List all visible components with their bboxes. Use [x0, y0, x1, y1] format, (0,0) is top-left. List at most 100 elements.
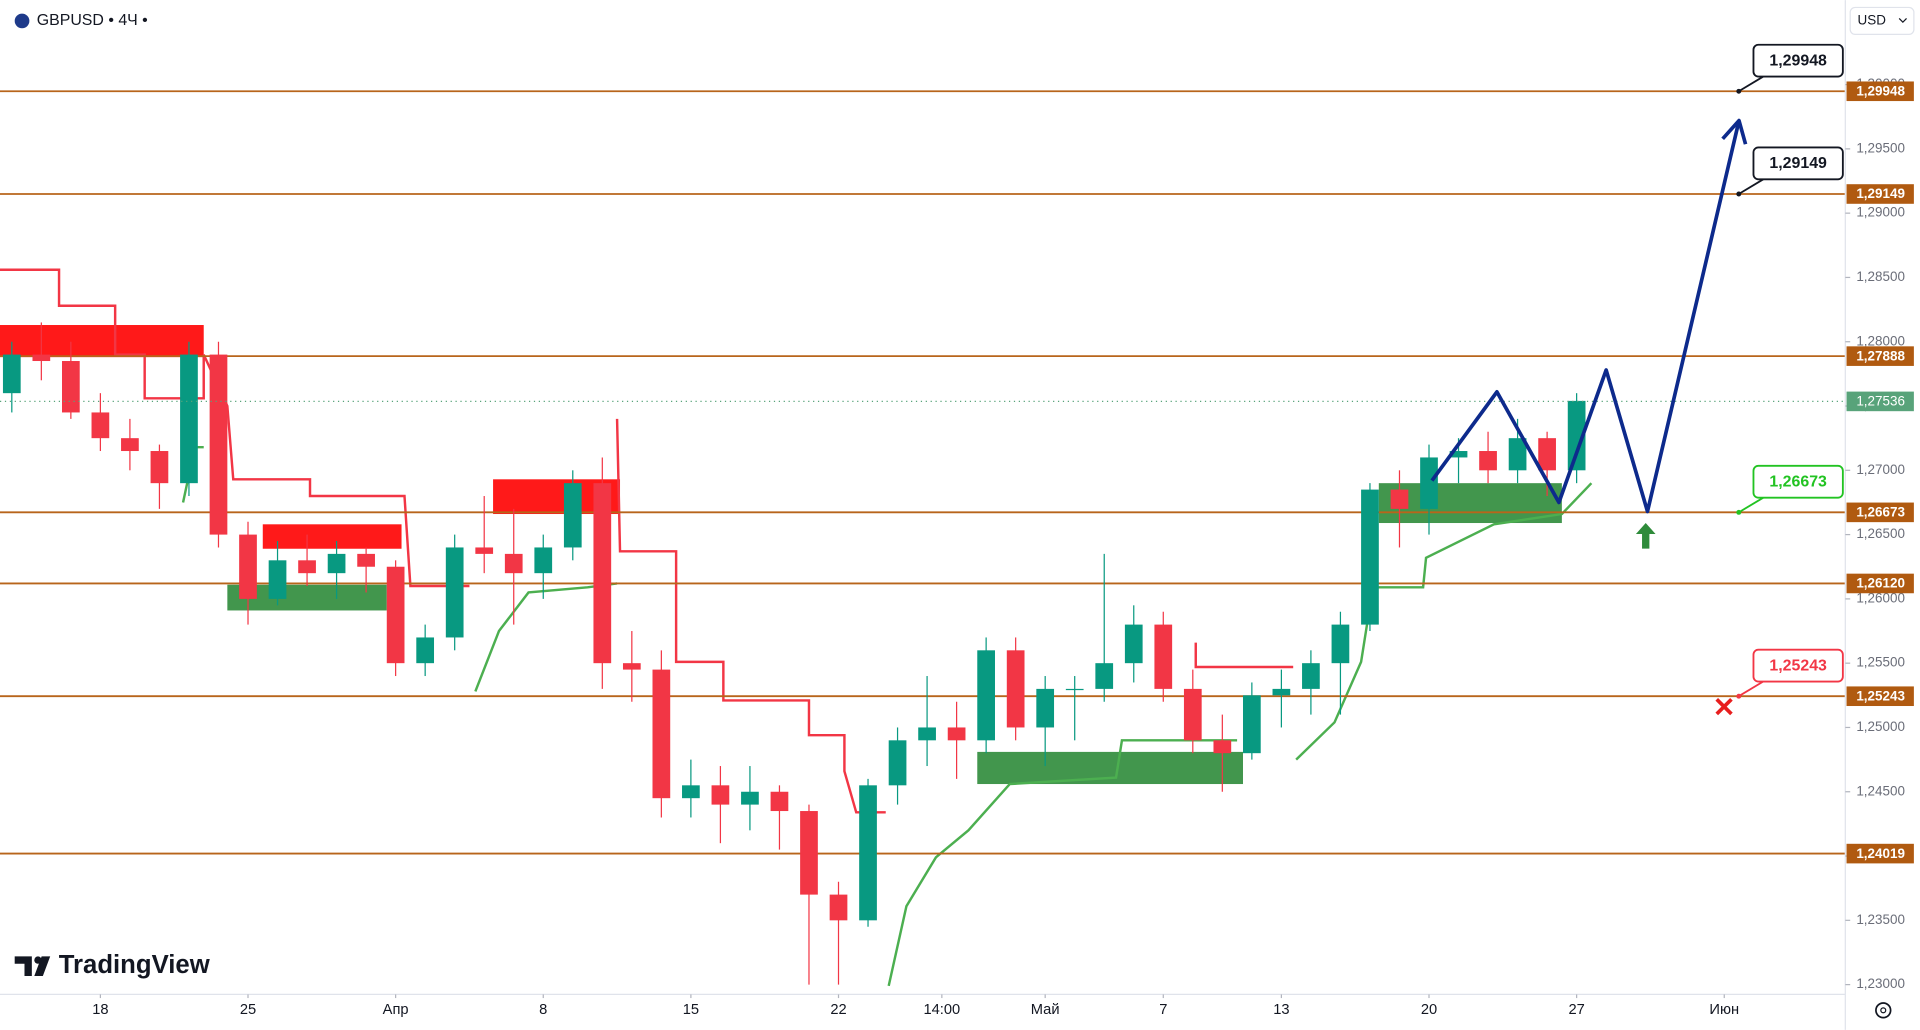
candle-body	[1331, 624, 1350, 664]
x-tick-label: Июн	[1709, 1002, 1739, 1018]
candle-body	[1538, 438, 1556, 471]
candle-body	[327, 553, 346, 574]
x-tick-label: Май	[1031, 1002, 1060, 1018]
candle-body	[977, 650, 995, 741]
y-tick-label: 1,23000	[1856, 976, 1905, 991]
candle-body	[504, 553, 523, 574]
zone	[977, 751, 1243, 785]
candle-body	[1449, 451, 1468, 458]
candle-body	[1213, 740, 1232, 754]
x-tick-label: Апр	[383, 1002, 409, 1018]
y-tick-label: 1,28500	[1856, 269, 1905, 284]
settings-gear-center[interactable]	[1880, 1007, 1887, 1014]
candle-body	[829, 894, 848, 921]
callout-box	[1752, 146, 1844, 181]
level-axis-label: 1,26120	[1856, 576, 1905, 591]
candle-body	[1302, 663, 1320, 689]
callout-box	[1752, 648, 1844, 683]
settings-icon[interactable]	[1875, 1002, 1892, 1019]
x-tick-label: 15	[683, 1002, 699, 1018]
level-axis-box	[1846, 843, 1914, 864]
trailing-line	[1295, 482, 1593, 761]
logo-dot	[34, 956, 42, 964]
plot-area	[0, 90, 1846, 987]
candle-body	[1242, 695, 1261, 754]
y-tick-label: 1,29500	[1856, 140, 1905, 155]
level-axis-label: 1,29948	[1856, 83, 1905, 98]
candle-body	[918, 727, 936, 741]
stop-cross-icon	[1715, 697, 1733, 716]
x-tick-label: 27	[1568, 1002, 1584, 1018]
level-axis-label: 1,27888	[1856, 348, 1905, 363]
level-axis-label: 1,26673	[1856, 505, 1905, 520]
trailing-line	[615, 418, 886, 814]
candle-body	[475, 547, 494, 554]
candle-body	[534, 547, 553, 574]
callout-pointer	[1738, 496, 1764, 514]
currency-label[interactable]: USD	[1858, 12, 1887, 27]
currency-button[interactable]	[1849, 6, 1915, 35]
level-axis-label: 1,24019	[1856, 846, 1905, 861]
callout-label: 1,29948	[1769, 52, 1827, 69]
candle-body	[386, 566, 405, 664]
y-tick-label: 1,28000	[1856, 333, 1905, 348]
candle-body	[888, 740, 907, 786]
candle-body	[622, 663, 641, 670]
y-tick-label: 1,29000	[1856, 205, 1905, 220]
candle-body	[1183, 688, 1202, 741]
level-axis-box	[1846, 81, 1914, 102]
candle-body	[1154, 624, 1173, 689]
candle-body	[1272, 688, 1291, 696]
candle-body	[239, 534, 257, 599]
projection-path	[1430, 120, 1741, 514]
candle-body	[652, 669, 671, 799]
settings-gear[interactable]	[1875, 1002, 1892, 1019]
candle-body	[2, 354, 21, 394]
candle-body	[1479, 451, 1497, 471]
candle-body	[1567, 400, 1586, 471]
y-tick-label: 1,25500	[1856, 655, 1905, 670]
callout-pointer	[1738, 75, 1764, 93]
x-tick-label: 22	[830, 1002, 846, 1018]
last-price-box	[1846, 391, 1914, 412]
candle-body	[800, 811, 818, 895]
y-tick-label: 1,27000	[1856, 462, 1905, 477]
currency-caret[interactable]	[1898, 18, 1907, 24]
candle-body	[62, 361, 80, 413]
symbol-flag	[14, 13, 30, 29]
x-tick-label: 20	[1421, 1002, 1437, 1018]
candle-body	[711, 785, 730, 805]
logo-text: TradingView	[59, 951, 211, 979]
candle-body	[1065, 688, 1084, 691]
callout-label: 1,26673	[1769, 474, 1827, 491]
x-tick-label: 7	[1159, 1002, 1167, 1018]
callout-box	[1752, 43, 1844, 78]
y-tick-label: 1,25000	[1856, 719, 1905, 734]
callout-dot	[1736, 693, 1742, 699]
level-axis-label: 1,29149	[1856, 186, 1905, 201]
callout-dot	[1736, 88, 1742, 94]
zone	[1378, 483, 1562, 524]
zone	[262, 524, 402, 549]
callout-dot	[1736, 191, 1742, 197]
trailing-line	[0, 268, 470, 588]
candle-body	[741, 791, 759, 805]
buy-arrow-icon	[1635, 522, 1656, 549]
candle-body	[150, 451, 169, 484]
candle-body	[1508, 438, 1527, 471]
level-axis-box	[1846, 346, 1914, 366]
level-axis-box	[1846, 184, 1914, 204]
trailing-line	[887, 739, 1238, 987]
candle-body	[1006, 650, 1025, 728]
y-tick-label: 1,26000	[1856, 590, 1905, 605]
level-axis-label: 1,25243	[1856, 688, 1905, 703]
callout-pointer	[1738, 680, 1764, 698]
candle-body	[1095, 663, 1114, 689]
callout-label: 1,25243	[1769, 657, 1827, 674]
level-axis-box	[1846, 502, 1914, 523]
candle-body	[180, 354, 198, 484]
y-tick-label: 1,26500	[1856, 526, 1905, 541]
x-tick-label: 14:00	[923, 1002, 960, 1018]
